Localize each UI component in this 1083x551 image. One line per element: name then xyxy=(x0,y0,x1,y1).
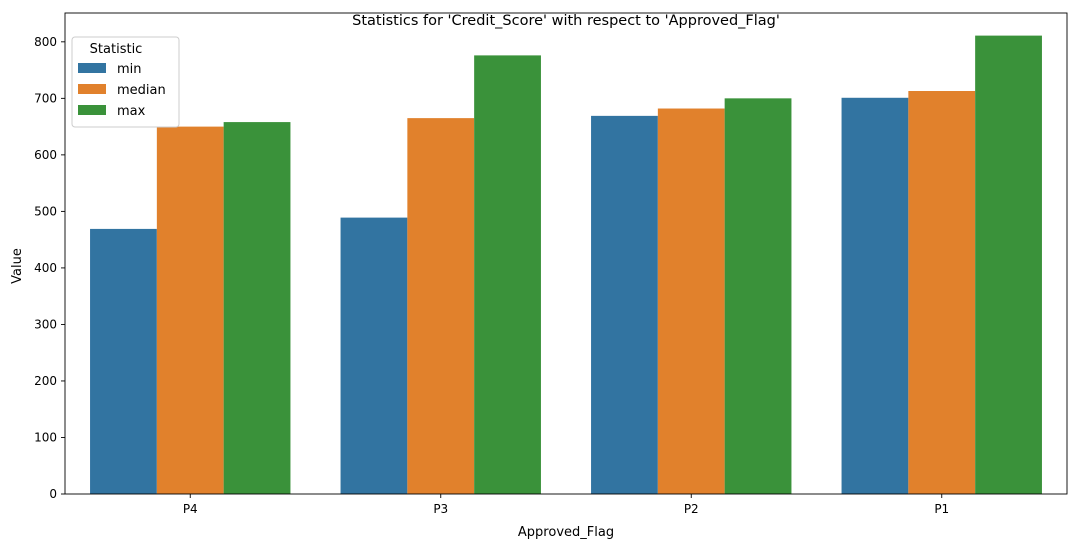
bar-p2-median xyxy=(657,108,725,495)
x-axis-label: Approved_Flag xyxy=(518,525,614,540)
legend-swatch-max xyxy=(78,105,106,115)
legend-frame xyxy=(71,36,180,128)
y-tick-label: 600 xyxy=(34,148,57,162)
y-tick-label: 800 xyxy=(34,35,57,49)
legend-label-max: max xyxy=(117,104,146,119)
chart-title: Statistics for 'Credit_Score' with respe… xyxy=(352,13,780,29)
bar-p3-min xyxy=(340,217,408,494)
x-tick-label: P2 xyxy=(684,502,699,516)
bar-p2-max xyxy=(724,98,792,494)
legend-swatch-median xyxy=(78,84,106,94)
x-tick-label: P3 xyxy=(433,502,448,516)
legend-swatch-min xyxy=(78,63,106,73)
x-axis-ticks: P4 P3 P2 P1 xyxy=(183,494,949,516)
legend-items: min median max xyxy=(78,62,166,119)
y-tick-label: 400 xyxy=(34,261,57,275)
bar-p4-median xyxy=(156,126,224,494)
bar-p1-max xyxy=(975,35,1042,494)
y-tick-label: 100 xyxy=(34,430,57,444)
bars-group xyxy=(90,35,1042,495)
bar-p1-median xyxy=(908,91,976,494)
legend-title: Statistic xyxy=(90,42,143,57)
bar-p1-min xyxy=(841,97,909,495)
y-tick-label: 300 xyxy=(34,317,57,331)
plot-frame xyxy=(64,12,1068,495)
y-tick-label: 0 xyxy=(49,487,57,501)
bar-p2-min xyxy=(591,115,658,494)
bar-p4-min xyxy=(90,228,157,495)
y-tick-label: 200 xyxy=(34,374,57,388)
x-tick-label: P1 xyxy=(934,502,949,516)
bar-p3-max xyxy=(474,55,541,495)
legend: Statistic min median max xyxy=(71,36,180,128)
y-tick-label: 700 xyxy=(34,91,57,105)
legend-label-min: min xyxy=(117,62,142,77)
legend-label-median: median xyxy=(117,83,166,98)
bar-p3-median xyxy=(407,118,475,494)
y-tick-label: 500 xyxy=(34,204,57,218)
y-axis-label: Value xyxy=(10,248,25,284)
bar-p4-max xyxy=(223,122,291,494)
y-axis-ticks: 0 100 200 300 400 500 600 700 800 xyxy=(34,35,65,501)
x-tick-label: P4 xyxy=(183,502,198,516)
